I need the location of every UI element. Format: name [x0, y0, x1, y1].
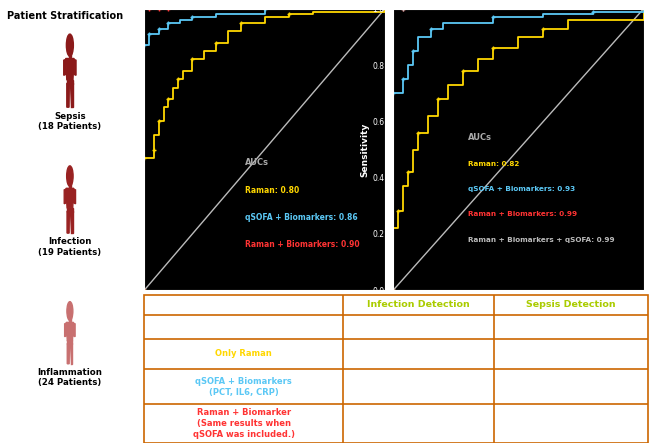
Text: AUCs: AUCs: [245, 158, 269, 167]
Text: 71%: 71%: [560, 350, 582, 358]
X-axis label: 1-Specificity: 1-Specificity: [233, 311, 296, 320]
Polygon shape: [64, 59, 66, 75]
Text: Raman + Biomarker
(Same results when
qSOFA was included.): Raman + Biomarker (Same results when qSO…: [193, 408, 295, 439]
Bar: [69, 45, 71, 57]
Polygon shape: [64, 189, 66, 204]
Text: Infection Detection: Infection Detection: [367, 300, 470, 310]
Polygon shape: [67, 83, 70, 107]
Text: qSOFA + Biomarkers
(PCT, IL6, CRP): qSOFA + Biomarkers (PCT, IL6, CRP): [196, 377, 292, 396]
Text: Only Raman: Only Raman: [215, 350, 272, 358]
Text: qSOFA + Biomarkers: 0.86: qSOFA + Biomarkers: 0.86: [245, 213, 358, 222]
Text: Raman: 0.82: Raman: 0.82: [468, 161, 520, 167]
Text: Balanced Accuracy: Balanced Accuracy: [525, 323, 618, 332]
Text: Inflammation
(24 Patients): Inflammation (24 Patients): [38, 368, 102, 387]
Text: qSOFA + Biomarkers: 0.93: qSOFA + Biomarkers: 0.93: [468, 186, 575, 192]
Y-axis label: Sensitivity: Sensitivity: [360, 122, 369, 177]
Bar: [69, 311, 71, 321]
Polygon shape: [66, 323, 73, 341]
Polygon shape: [67, 211, 70, 233]
X-axis label: 1-Specificity: 1-Specificity: [487, 311, 550, 320]
Text: Raman + Biomarkers: 0.90: Raman + Biomarkers: 0.90: [245, 240, 360, 249]
Text: Diagnostic Markers: Diagnostic Markers: [194, 323, 293, 332]
Polygon shape: [64, 323, 66, 337]
Text: Balanced Accuracy: Balanced Accuracy: [372, 323, 465, 332]
Text: Patient Stratification: Patient Stratification: [7, 11, 123, 21]
Polygon shape: [66, 188, 73, 208]
Text: Raman + Biomarkers + qSOFA: 0.99: Raman + Biomarkers + qSOFA: 0.99: [468, 237, 615, 243]
Text: Sepsis
(18 Patients): Sepsis (18 Patients): [38, 112, 101, 131]
Text: 92%: 92%: [408, 419, 430, 428]
Polygon shape: [70, 211, 73, 233]
Bar: [69, 176, 71, 187]
Polygon shape: [73, 189, 75, 204]
Polygon shape: [70, 343, 73, 364]
Polygon shape: [66, 58, 74, 80]
Text: 92%: 92%: [560, 419, 582, 428]
Polygon shape: [74, 59, 76, 75]
Text: Raman + Biomarkers: 0.99: Raman + Biomarkers: 0.99: [468, 211, 577, 218]
Text: Raman: 0.80: Raman: 0.80: [245, 186, 300, 195]
Text: AUCs: AUCs: [468, 132, 492, 142]
Text: 78%: 78%: [560, 382, 582, 391]
Polygon shape: [67, 208, 73, 212]
Y-axis label: Sensitivity: Sensitivity: [111, 122, 120, 177]
Polygon shape: [70, 83, 73, 107]
Polygon shape: [67, 341, 73, 344]
Circle shape: [66, 34, 73, 56]
Polygon shape: [67, 80, 73, 84]
Text: Sepsis Detection: Sepsis Detection: [526, 300, 616, 310]
Text: 80%: 80%: [408, 382, 430, 391]
Polygon shape: [73, 323, 75, 337]
Circle shape: [67, 302, 73, 320]
Text: Infection
(19 Patients): Infection (19 Patients): [38, 237, 101, 256]
Circle shape: [67, 166, 73, 186]
Text: 60%: 60%: [408, 350, 430, 358]
Polygon shape: [67, 343, 70, 364]
